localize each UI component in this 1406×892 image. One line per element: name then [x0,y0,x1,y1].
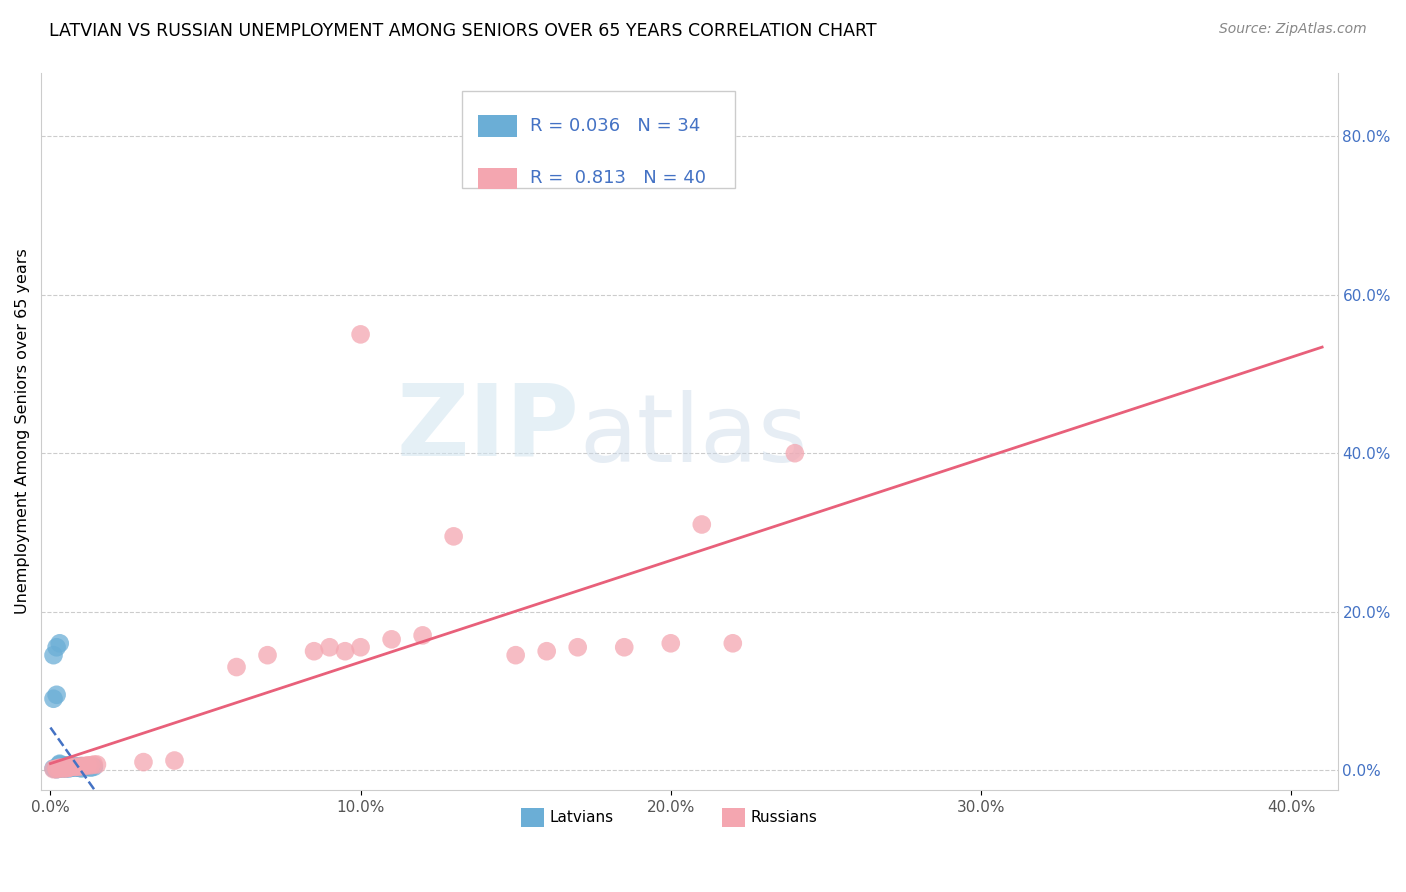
Point [48,757,70,772]
Point [42,761,65,775]
Point [52,761,75,775]
Point [45,640,67,655]
Point [67,760,90,774]
Point [55,761,77,775]
Point [58,758,80,772]
Point [256,648,278,663]
Point [60,761,83,775]
Y-axis label: Unemployment Among Seniors over 65 years: Unemployment Among Seniors over 65 years [15,249,30,615]
Point [55,761,77,775]
Point [65,760,87,774]
Point [55,761,77,775]
Point [613,640,636,655]
FancyBboxPatch shape [478,168,517,189]
Point [52,761,75,775]
Text: R = 0.036   N = 34: R = 0.036 N = 34 [530,117,700,135]
Point [83,760,105,774]
Point [55,760,77,774]
Point [55,761,77,775]
Point [48,761,70,775]
Point [349,640,371,655]
Point [60,760,83,774]
Point [52,761,75,775]
Point [86,757,108,772]
Point [67,760,90,774]
Point [80,758,103,772]
Text: Russians: Russians [751,810,817,825]
Point [55,758,77,772]
Point [48,761,70,775]
Point [70,759,93,773]
Point [45,762,67,776]
Text: atlas: atlas [579,390,807,482]
Point [45,761,67,775]
Point [381,632,404,647]
Point [349,327,371,342]
Point [48,761,70,775]
Point [443,529,465,543]
Point [318,640,340,655]
Point [536,644,558,658]
Text: Latvians: Latvians [550,810,613,825]
Point [45,762,67,776]
Point [48,636,70,650]
Point [60,760,83,774]
Point [83,757,105,772]
Point [505,648,527,663]
Point [67,761,90,775]
FancyBboxPatch shape [463,91,735,187]
Point [45,688,67,702]
Point [302,644,325,658]
Point [76,760,98,774]
Point [163,754,186,768]
Point [42,648,65,663]
Point [45,761,67,775]
Text: LATVIAN VS RUSSIAN UNEMPLOYMENT AMONG SENIORS OVER 65 YEARS CORRELATION CHART: LATVIAN VS RUSSIAN UNEMPLOYMENT AMONG SE… [49,22,877,40]
Point [42,691,65,706]
Point [690,517,713,532]
Text: Source: ZipAtlas.com: Source: ZipAtlas.com [1219,22,1367,37]
Text: R =  0.813   N = 40: R = 0.813 N = 40 [530,169,706,187]
Point [58,761,80,775]
Point [76,758,98,772]
Point [73,759,96,773]
Point [48,756,70,771]
Point [132,755,155,769]
Point [58,759,80,773]
Point [52,761,75,775]
Point [65,759,87,773]
Point [225,660,247,674]
Point [65,761,87,775]
Point [58,761,80,775]
Point [52,760,75,774]
Point [783,446,806,460]
Text: ZIP: ZIP [396,379,579,476]
Point [412,628,434,642]
Point [721,636,744,650]
FancyBboxPatch shape [478,115,517,136]
Point [80,761,103,775]
Point [659,636,682,650]
Point [73,761,96,775]
Point [42,762,65,776]
Point [70,759,93,773]
Point [333,644,356,658]
Point [567,640,589,655]
Point [70,761,93,775]
Point [58,761,80,775]
Point [48,761,70,775]
